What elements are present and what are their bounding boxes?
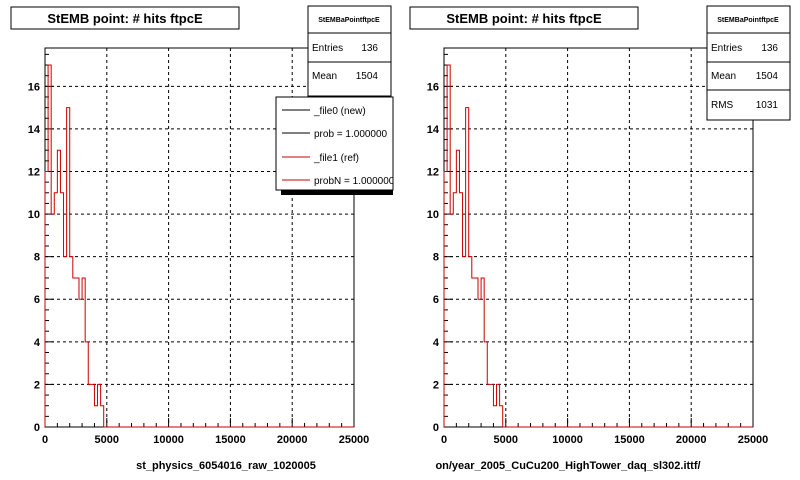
left-y-ticks: 0 2 4 6 8 10 12 14 16 <box>28 53 54 434</box>
y-tick-label: 4 <box>433 337 440 349</box>
left-stats-entries-value: 136 <box>361 43 378 54</box>
y-tick-label: 8 <box>433 252 439 264</box>
y-tick-label: 0 <box>34 422 40 434</box>
y-tick-label: 10 <box>28 209 40 221</box>
y-tick-label: 2 <box>34 379 40 391</box>
right-y-ticks: 0 2 4 6 8 10 12 14 16 <box>427 53 453 434</box>
right-stats-box: StEMBaPointftpcE Entries 136 Mean 1504 R… <box>706 5 791 121</box>
right-title-box <box>409 6 639 30</box>
y-tick-label: 10 <box>427 209 439 221</box>
right-stats-mean-label: Mean <box>711 71 736 82</box>
left-stats-mean-value: 1504 <box>356 71 379 82</box>
left-stats-entries-label: Entries <box>312 43 343 54</box>
x-tick-label: 0 <box>441 434 447 446</box>
y-tick-label: 6 <box>433 294 439 306</box>
legend-entry-prob: prob = 1.000000 <box>314 129 388 140</box>
right-stats-rms-value: 1031 <box>756 100 779 111</box>
right-x-label: on/year_2005_CuCu200_HighTower_daq_sl302… <box>435 460 700 472</box>
y-tick-label: 2 <box>433 379 439 391</box>
y-tick-label: 6 <box>34 294 40 306</box>
left-x-ticks: 0 5000 10000 15000 20000 25000 <box>42 418 369 446</box>
y-tick-label: 16 <box>427 81 439 93</box>
x-tick-label: 25000 <box>738 434 769 446</box>
histogram-series-line <box>443 64 753 428</box>
x-tick-label: 15000 <box>215 434 246 446</box>
y-tick-label: 16 <box>28 81 40 93</box>
y-tick-label: 0 <box>433 422 439 434</box>
y-tick-label: 14 <box>28 124 41 136</box>
legend-entry-file1: _file1 (ref) <box>313 153 359 164</box>
right-x-ticks: 0 5000 10000 15000 20000 25000 <box>441 418 768 446</box>
y-tick-label: 4 <box>34 337 41 349</box>
left-histogram <box>44 64 354 428</box>
left-title: StEMB point: # hits ftpcE <box>47 11 203 26</box>
left-stats-box: StEMBaPointftpcE Entries 136 Mean 1504 <box>307 5 392 97</box>
legend-entry-file0: _file0 (new) <box>313 106 366 117</box>
x-tick-label: 20000 <box>676 434 707 446</box>
right-stats-entries-label: Entries <box>711 43 742 54</box>
left-title-box <box>10 6 240 30</box>
x-tick-label: 5000 <box>95 434 119 446</box>
right-stats-rms-label: RMS <box>711 100 734 111</box>
y-tick-label: 12 <box>28 166 40 178</box>
x-tick-label: 20000 <box>277 434 308 446</box>
histogram-series-line <box>44 64 354 428</box>
y-tick-label: 8 <box>34 252 40 264</box>
x-tick-label: 25000 <box>339 434 370 446</box>
x-tick-label: 0 <box>42 434 48 446</box>
right-stats-mean-value: 1504 <box>756 71 779 82</box>
right-title: StEMB point: # hits ftpcE <box>446 11 602 26</box>
left-panel: StEMB point: # hits ftpcE 0246810121416 … <box>10 5 395 472</box>
left-stats-name: StEMBaPointftpcE <box>318 17 380 24</box>
right-stats-entries-value: 136 <box>761 43 778 54</box>
x-tick-label: 15000 <box>614 434 645 446</box>
x-tick-label: 10000 <box>153 434 184 446</box>
left-stats-mean-label: Mean <box>312 71 337 82</box>
legend-entry-probN: probN = 1.000000 <box>314 176 395 187</box>
left-x-label: st_physics_6054016_raw_1020005 <box>136 460 316 472</box>
y-tick-label: 12 <box>427 166 439 178</box>
y-tick-label: 14 <box>427 124 440 136</box>
left-legend: _file0 (new) prob = 1.000000 _file1 (ref… <box>275 96 395 195</box>
right-panel: StEMB point: # hits ftpcE 0246810121416 … <box>409 5 791 472</box>
right-histogram <box>443 64 753 428</box>
x-tick-label: 5000 <box>494 434 518 446</box>
right-stats-name: StEMBaPointftpcE <box>717 17 779 24</box>
x-tick-label: 10000 <box>552 434 583 446</box>
